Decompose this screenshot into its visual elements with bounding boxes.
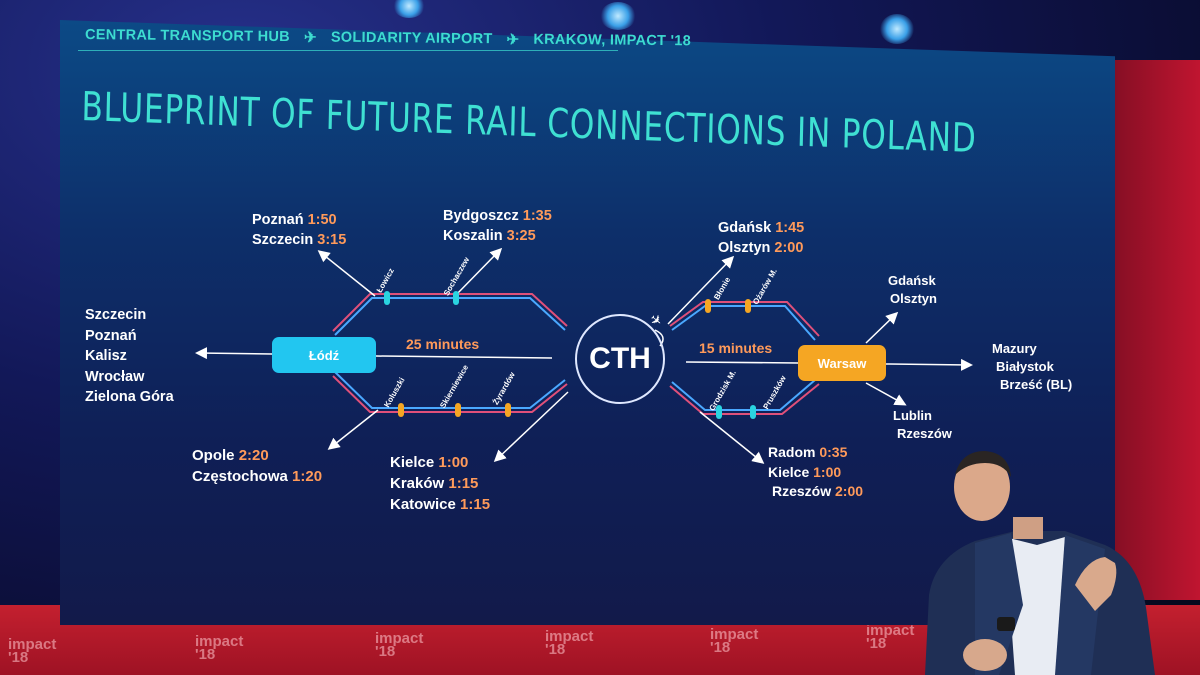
line-lodz-cth	[375, 355, 553, 359]
line-cth-warsaw	[685, 361, 799, 364]
station-markers	[384, 291, 756, 419]
connection-gdansk-olsztyn: Gdańsk 1:45 Olsztyn 2:00	[718, 220, 805, 256]
speaker-person	[925, 451, 1155, 675]
connection-bydgoszcz-koszalin: Bydgoszcz 1:35 Koszalin 3:25	[443, 208, 552, 244]
connection-kielce-krakow-katowice: Kielce 1:00 Kraków 1:15 Katowice 1:15	[390, 454, 491, 513]
hub-cth: CTH	[575, 314, 665, 404]
floor-logo: impact '18	[8, 636, 57, 666]
connection-poznan-szczecin: Poznań 1:50 Szczecin 3:15	[252, 212, 347, 248]
arrow-lublin	[865, 382, 907, 406]
line-warsaw-east	[885, 358, 973, 371]
connection-radom-kielce-rzeszow: Radom 0:35 Kielce 1:00 Rzeszów 2:00	[768, 444, 864, 499]
floor-logo: impact '18	[866, 622, 915, 652]
arrow-gdansk	[667, 255, 735, 325]
floor-logo: impact '18	[375, 630, 424, 660]
lodz-loop-tracks	[332, 293, 568, 413]
connection-opole-czestochowa: Opole 2:20 Częstochowa 1:20	[192, 447, 323, 485]
stage-lamp-1	[393, 0, 425, 18]
duration-cth-warsaw: 15 minutes	[699, 340, 773, 356]
west-cities: Szczecin Poznań Kalisz Wrocław Zielona G…	[85, 307, 174, 405]
arrow-radom	[699, 411, 765, 464]
arrow-gdansk-east	[865, 311, 899, 344]
arrow-opole	[327, 409, 379, 450]
floor-logo: impact '18	[195, 633, 244, 663]
floor-logo: impact '18	[545, 628, 594, 658]
hub-lodz: Łódź	[272, 337, 376, 373]
presentation-screen	[60, 20, 1115, 625]
hub-warsaw: Warsaw	[798, 345, 886, 381]
east-cities: Mazury Białystok Brześć (BL)	[992, 341, 1073, 392]
northeast-cities: Gdańsk Olsztyn	[888, 273, 937, 306]
stage-lamp-2	[600, 2, 636, 30]
line-lodz-west	[195, 347, 273, 360]
southeast-cities: Lublin Rzeszów	[893, 408, 952, 441]
arrow-bydgoszcz	[454, 247, 503, 297]
arrow-kielce	[493, 391, 569, 463]
warsaw-loop-tracks	[669, 301, 820, 415]
floor-logo: impact '18	[710, 626, 759, 656]
arrow-poznan	[317, 250, 376, 297]
header-divider	[78, 50, 618, 51]
stage-lamp-3	[880, 14, 914, 44]
duration-lodz-cth: 25 minutes	[406, 336, 480, 352]
